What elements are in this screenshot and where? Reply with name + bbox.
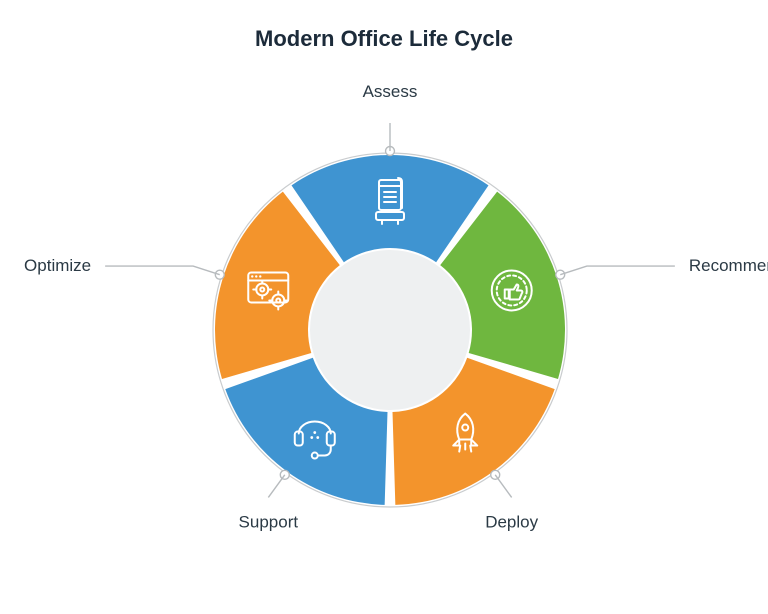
- label-optimize: Optimize: [24, 256, 91, 275]
- label-recommend: Recommend: [689, 256, 768, 275]
- lifecycle-donut-chart: Assess Recommend Deploy Support: [0, 0, 768, 614]
- label-assess: Assess: [363, 82, 418, 101]
- label-deploy: Deploy: [485, 512, 538, 531]
- label-support: Support: [239, 512, 299, 531]
